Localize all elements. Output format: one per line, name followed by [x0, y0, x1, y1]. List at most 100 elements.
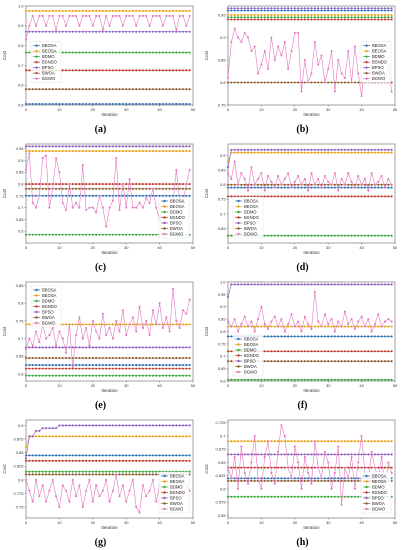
data-point — [327, 9, 330, 12]
data-point — [370, 9, 373, 12]
data-point — [283, 40, 286, 44]
data-point — [38, 341, 41, 344]
data-point — [357, 461, 360, 464]
data-point — [188, 374, 191, 377]
data-point — [273, 13, 276, 17]
data-point — [297, 9, 300, 12]
data-point — [155, 500, 158, 503]
series-bsndo — [226, 18, 393, 21]
data-point — [357, 479, 360, 482]
data-point — [131, 145, 134, 148]
data-point — [387, 9, 390, 12]
data-point — [267, 453, 270, 456]
data-point — [270, 453, 273, 456]
data-point — [141, 187, 144, 190]
data-point — [178, 30, 181, 33]
data-point — [370, 283, 373, 286]
data-point — [31, 187, 34, 190]
legend-swatch-marker — [237, 199, 240, 203]
data-point — [226, 172, 230, 175]
data-point — [347, 172, 350, 175]
data-point — [161, 51, 164, 54]
data-point — [91, 88, 94, 91]
data-point — [138, 88, 141, 91]
data-point — [307, 16, 310, 19]
data-point — [178, 459, 181, 462]
data-point — [175, 183, 178, 186]
data-point — [290, 453, 293, 456]
data-point — [34, 367, 38, 370]
legend-swatch-marker — [35, 77, 38, 80]
data-point — [148, 346, 151, 349]
data-point — [151, 364, 154, 367]
data-point — [317, 186, 320, 189]
data-point — [118, 424, 121, 427]
data-point — [95, 194, 98, 197]
data-point — [95, 346, 98, 349]
data-point — [350, 466, 353, 469]
data-point — [246, 325, 250, 328]
series-bsndo — [226, 466, 393, 469]
data-point — [51, 88, 54, 91]
data-point — [125, 333, 128, 337]
data-point — [257, 7, 260, 10]
data-point — [171, 145, 175, 148]
data-point — [337, 189, 340, 192]
data-point — [293, 445, 296, 448]
data-point — [55, 150, 58, 153]
data-point — [41, 454, 44, 457]
data-point — [343, 335, 346, 338]
data-point — [61, 454, 64, 457]
data-point — [373, 335, 377, 338]
data-point — [383, 335, 387, 338]
chart-panel-d: 0.650.70.750.80.850.90 10 20 30 40 50Iteratio… — [204, 143, 398, 273]
data-point — [141, 233, 144, 236]
data-point — [101, 489, 104, 492]
data-point — [65, 208, 68, 212]
data-point — [283, 7, 286, 10]
legend-entry: BEOSA — [170, 479, 185, 484]
data-point — [367, 335, 370, 338]
data-point — [303, 177, 306, 180]
data-point — [367, 440, 370, 443]
data-point — [165, 88, 168, 91]
data-point — [55, 88, 58, 91]
data-point — [377, 453, 380, 456]
data-point — [307, 13, 310, 17]
data-point — [41, 435, 44, 438]
data-point — [297, 378, 300, 381]
data-point — [55, 194, 58, 197]
data-point — [38, 473, 41, 476]
data-point — [121, 69, 124, 72]
data-point — [350, 350, 353, 353]
y-tick-label: 0.8 — [220, 182, 226, 187]
data-point — [347, 9, 350, 12]
data-point — [270, 16, 273, 19]
data-point — [48, 233, 51, 236]
data-point — [81, 145, 84, 148]
data-point — [353, 151, 356, 154]
data-point — [111, 183, 114, 186]
data-point — [138, 187, 141, 190]
data-point — [58, 233, 61, 236]
data-point — [246, 440, 250, 443]
data-point — [313, 378, 316, 381]
data-point — [277, 360, 280, 363]
data-point — [236, 151, 240, 154]
data-point — [65, 374, 68, 377]
data-point — [330, 183, 333, 186]
data-point — [377, 234, 380, 237]
data-point — [58, 367, 61, 370]
data-point — [98, 435, 101, 438]
data-point — [34, 429, 38, 432]
data-point — [105, 102, 108, 106]
data-point — [350, 335, 353, 338]
data-point — [61, 356, 64, 360]
data-point — [290, 13, 293, 17]
data-point — [145, 183, 148, 186]
data-point — [297, 350, 300, 353]
data-point — [280, 325, 283, 328]
data-point — [297, 183, 300, 186]
data-point — [233, 183, 236, 186]
data-point — [367, 183, 370, 186]
